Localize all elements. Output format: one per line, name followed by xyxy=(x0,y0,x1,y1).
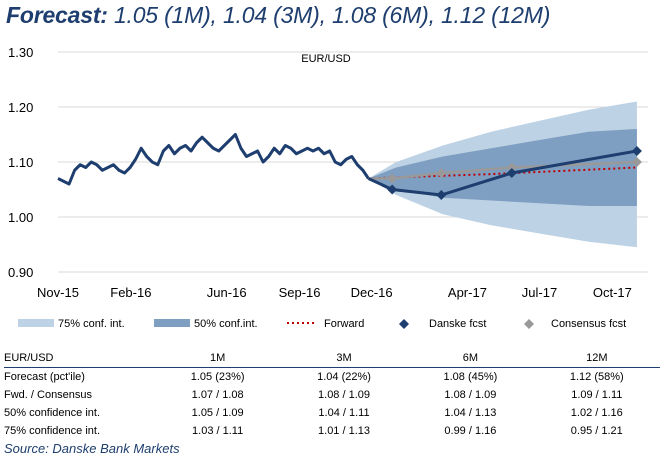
table-header-horizon: 12M xyxy=(533,349,660,368)
consensus-point xyxy=(436,168,447,178)
table-cell: 1.12 (58%) xyxy=(569,371,624,383)
danske-point xyxy=(387,184,398,195)
table-row-label: 75% confidence int. xyxy=(4,425,101,437)
x-tick-label: Nov-15 xyxy=(37,285,79,300)
table-header-horizon: 1M xyxy=(154,349,281,368)
consensus-point xyxy=(387,173,398,184)
legend-swatch-75 xyxy=(18,319,54,327)
table-cell: 1.08 / 1.09 xyxy=(318,389,371,401)
x-tick-label: Jul-17 xyxy=(522,285,557,300)
source-note: Source: Danske Bank Markets xyxy=(4,441,180,456)
table-cell: 0.95 / 1.21 xyxy=(570,425,623,437)
danske-point xyxy=(436,190,447,200)
table-body: Forecast (pct'ile) 1.05 (23%) 1.04 (22%) 1.… xyxy=(4,368,660,441)
table-cell: 1.04 / 1.13 xyxy=(444,407,497,419)
table-cell: 1.01 / 1.13 xyxy=(318,425,371,437)
table-cell: 1.03 / 1.11 xyxy=(192,425,244,437)
legend-label-consensus: Consensus fcst xyxy=(551,318,626,330)
legend-label-50: 50% conf.int. xyxy=(194,318,258,330)
table-header-label: EUR/USD xyxy=(4,349,155,368)
table-cell: 1.05 (23%) xyxy=(190,371,245,383)
y-tick-label: 1.00 xyxy=(8,210,33,225)
x-tick-label: Jun-16 xyxy=(207,285,247,300)
table-cell: 1.08 / 1.09 xyxy=(444,389,497,401)
consensus-point xyxy=(631,157,642,167)
table-row: Fwd. / Consensus 1.07 / 1.08 1.08 / 1.09 1.… xyxy=(4,386,660,404)
title-lead: Forecast: xyxy=(6,2,108,28)
page-title: Forecast: 1.05 (1M), 1.04 (3M), 1.08 (6M… xyxy=(6,2,550,29)
legend-swatch-50 xyxy=(154,319,190,327)
x-tick-label: Dec-16 xyxy=(351,285,393,300)
danske-point xyxy=(631,146,642,156)
chart-title: EUR/USD xyxy=(301,53,351,65)
x-tick-label: Feb-16 xyxy=(110,285,151,300)
forward-line xyxy=(368,166,637,180)
table-cell: 1.05 / 1.09 xyxy=(191,407,244,419)
danske-point xyxy=(506,168,517,178)
table-row: 75% confidence int. 1.03 / 1.11 1.01 / 1.1… xyxy=(4,422,660,440)
forecast-table: EUR/USD 1M 3M 6M 12M Forecast (pct'ile) 1.05 … xyxy=(4,349,660,440)
table-cell: 0.99 / 1.16 xyxy=(444,425,497,437)
table-cell: 1.04 (22%) xyxy=(317,371,371,383)
table-row: 50% confidence int. 1.05 / 1.09 1.04 / 1.1… xyxy=(4,404,660,422)
eurusd-forecast-chart: 0.90 1.00 1.10 1.20 1.30 Nov-15 Feb-16 Jun-16 Se… xyxy=(8,45,648,330)
table-header-horizon: 3M xyxy=(280,349,408,368)
table-header-horizon: 6M xyxy=(407,349,534,368)
plot-area: 0.90 1.00 1.10 1.20 1.30 Nov-15 Feb-16 Jun-16 Se… xyxy=(8,45,648,300)
table-header-row: EUR/USD 1M 3M 6M 12M xyxy=(4,349,660,368)
table-row-label: 50% confidence int. xyxy=(4,407,101,419)
table-cell: 1.02 / 1.16 xyxy=(570,407,623,419)
table-cell: 1.07 / 1.08 xyxy=(191,389,244,401)
table-cell: 1.08 (45%) xyxy=(443,371,498,383)
table-row-label: Forecast (pct'ile) xyxy=(4,371,85,383)
y-tick-label: 1.30 xyxy=(8,45,33,60)
x-tick-label: Sep-16 xyxy=(279,285,321,300)
y-tick-label: 1.20 xyxy=(8,100,33,115)
table-row: Forecast (pct'ile) 1.05 (23%) 1.04 (22%) 1.… xyxy=(4,368,660,387)
legend-label-danske: Danske fcst xyxy=(429,318,486,330)
eurusd-history-line xyxy=(57,133,370,186)
title-values: 1.05 (1M), 1.04 (3M), 1.08 (6M), 1.12 (1… xyxy=(113,2,551,28)
legend-swatch-danske xyxy=(399,319,409,329)
chart-legend: 75% conf. int. 50% conf.int. Forward Danske… xyxy=(18,318,626,330)
consensus-point xyxy=(506,162,517,173)
legend-swatch-consensus xyxy=(524,319,534,329)
table-cell: 1.04 / 1.11 xyxy=(318,407,370,419)
legend-label-75: 75% conf. int. xyxy=(58,318,125,330)
x-tick-label: Apr-17 xyxy=(448,285,487,300)
table-cell: 1.09 / 1.11 xyxy=(571,389,623,401)
x-tick-label: Oct-17 xyxy=(593,285,632,300)
table-row-label: Fwd. / Consensus xyxy=(4,389,93,401)
y-tick-label: 0.90 xyxy=(8,265,33,280)
y-tick-label: 1.10 xyxy=(8,155,33,170)
legend-label-forward: Forward xyxy=(324,318,364,330)
